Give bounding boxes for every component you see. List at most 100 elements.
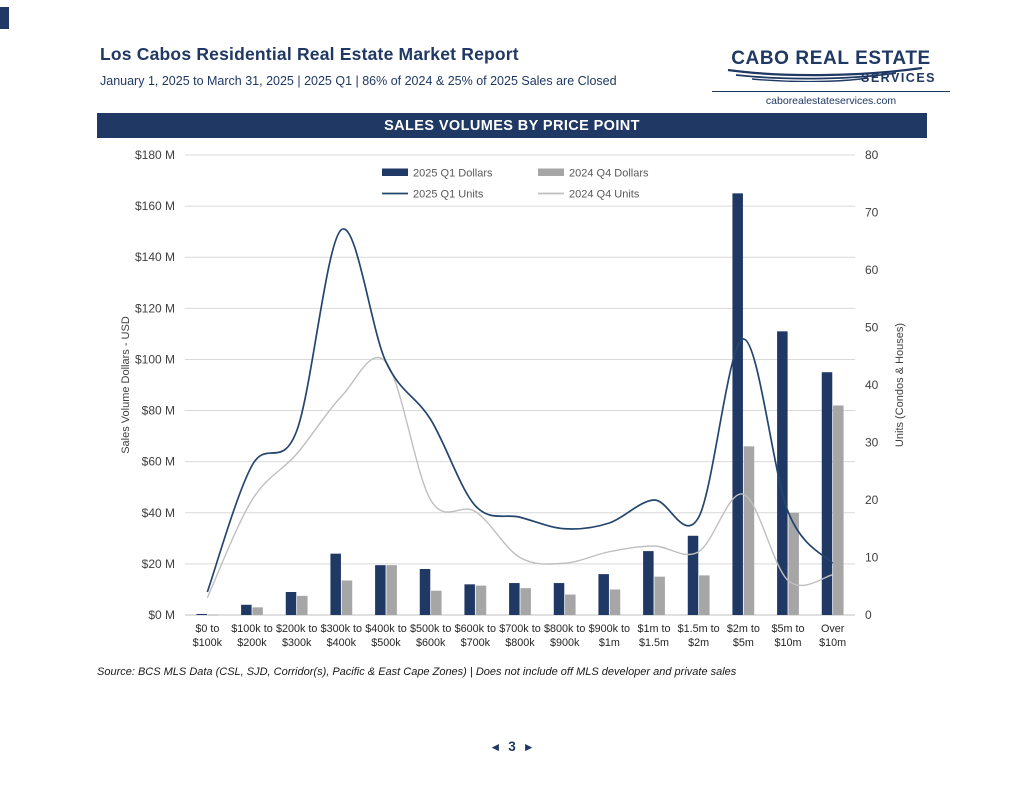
right-axis-tick: 20 — [865, 493, 879, 507]
left-axis-tick: $160 M — [135, 199, 175, 213]
legend-label: 2025 Q1 Dollars — [413, 168, 493, 180]
right-axis-tick: 30 — [865, 436, 879, 450]
right-axis-tick: 40 — [865, 378, 879, 392]
bar-2025q1-dollars-8 — [553, 583, 565, 615]
bar-2025q1-dollars-2 — [285, 592, 297, 615]
prev-page-icon[interactable]: ◄ — [489, 740, 502, 754]
bar-2025q1-dollars-12 — [732, 193, 743, 616]
bar-2024q4-dollars-13 — [788, 512, 799, 615]
x-axis-label: $1.5m — [639, 637, 669, 649]
bar-2024q4-dollars-5 — [431, 590, 442, 615]
x-axis-label: $2m to — [727, 623, 760, 635]
bar-2024q4-dollars-11 — [699, 575, 710, 615]
page-number: 3 — [508, 739, 516, 754]
bar-2024q4-dollars-4 — [386, 565, 397, 615]
x-axis-label: $300k to — [321, 623, 362, 635]
company-logo: CABO REAL ESTATE SERVICES caborealestate… — [712, 48, 950, 107]
x-axis-label: $500k to — [410, 623, 451, 635]
x-axis-label: $700k to — [499, 623, 540, 635]
x-axis-label: $800k — [505, 637, 535, 649]
right-axis-tick: 50 — [865, 321, 879, 335]
bar-2025q1-dollars-11 — [687, 535, 699, 615]
left-axis-tick: $20 M — [142, 557, 175, 571]
left-axis-tick: $80 M — [142, 404, 175, 418]
logo-services-label: SERVICES — [861, 71, 936, 85]
x-axis-label: $500k — [371, 637, 401, 649]
x-axis-label: $200k — [237, 637, 267, 649]
x-axis-label: $400k to — [365, 623, 406, 635]
x-axis-label: $5m to — [771, 623, 804, 635]
legend-label: 2025 Q1 Units — [413, 189, 484, 201]
left-axis-title: Sales Volume Dollars - USD — [120, 316, 132, 454]
page-navigation: ◄ 3 ► — [0, 738, 1024, 756]
x-axis-label: $1m to — [637, 623, 670, 635]
line-2025q1-units — [206, 228, 834, 593]
legend-swatch-icon — [538, 168, 564, 176]
x-axis-label: $1m — [599, 637, 620, 649]
x-axis-label: $0 to — [195, 623, 219, 635]
left-axis-tick: $140 M — [135, 250, 175, 264]
right-axis-title: Units (Condos & Houses) — [894, 323, 906, 447]
x-axis-label: $700k — [461, 637, 491, 649]
x-axis-label: Over — [821, 623, 845, 635]
x-axis-label: $900k to — [589, 623, 630, 635]
left-axis-tick: $120 M — [135, 301, 175, 315]
bar-2025q1-dollars-0 — [196, 613, 207, 615]
bar-2024q4-dollars-12 — [743, 446, 755, 615]
x-axis-label: $10m — [819, 637, 846, 649]
x-axis-label: $800k to — [544, 623, 585, 635]
bar-2024q4-dollars-6 — [475, 585, 487, 615]
left-axis-tick: $0 M — [148, 608, 175, 622]
left-axis-tick: $60 M — [142, 455, 175, 469]
x-axis-label: $600k to — [455, 623, 496, 635]
bar-2024q4-dollars-9 — [609, 589, 621, 615]
x-axis-label: $100k — [193, 637, 223, 649]
bar-2025q1-dollars-13 — [777, 331, 788, 615]
logo-wordmark: CABO REAL ESTATE — [731, 48, 931, 69]
x-axis-label: $300k — [282, 637, 312, 649]
next-page-icon[interactable]: ► — [522, 740, 535, 754]
page-title: Los Cabos Residential Real Estate Market… — [100, 44, 519, 64]
line-2024q4-units — [206, 356, 833, 599]
x-axis-label: $200k to — [276, 623, 317, 635]
logo-website-link[interactable]: caborealestateservices.com — [765, 95, 897, 107]
bar-2025q1-dollars-6 — [464, 584, 475, 615]
x-axis-label: $400k — [327, 637, 357, 649]
bar-2024q4-dollars-8 — [565, 594, 576, 615]
right-axis-tick: 60 — [865, 263, 879, 277]
bar-2025q1-dollars-4 — [375, 565, 386, 615]
logo-divider — [712, 91, 950, 92]
legend-swatch-icon — [382, 168, 408, 176]
bar-2024q4-dollars-3 — [341, 580, 353, 615]
left-axis-tick: $180 M — [135, 148, 175, 162]
left-axis-tick: $100 M — [135, 352, 175, 366]
bar-2025q1-dollars-1 — [241, 604, 252, 615]
corner-artifact — [0, 7, 9, 29]
chart-canvas: $0 M $20 M $40 M $60 M $80 M $100 M $120 M $140… — [120, 148, 906, 649]
bar-2024q4-dollars-10 — [654, 576, 665, 615]
left-axis-tick: $40 M — [142, 506, 175, 520]
x-axis-label: $600k — [416, 637, 446, 649]
right-axis-tick: 80 — [865, 148, 879, 162]
bar-2025q1-dollars-10 — [643, 551, 654, 615]
page-subtitle: January 1, 2025 to March 31, 2025 | 2025… — [100, 74, 617, 88]
bar-2025q1-dollars-5 — [419, 569, 431, 615]
chart-title-bar: SALES VOLUMES BY PRICE POINT — [97, 113, 927, 138]
right-axis-tick: 10 — [865, 551, 879, 565]
bar-2025q1-dollars-9 — [598, 574, 609, 615]
bar-2024q4-dollars-2 — [297, 595, 308, 615]
bar-2024q4-dollars-7 — [520, 588, 531, 615]
sales-volume-chart: $0 M $20 M $40 M $60 M $80 M $100 M $120 M $140… — [97, 140, 927, 665]
bar-2024q4-dollars-0 — [207, 614, 219, 616]
x-axis-label: $2m — [688, 637, 709, 649]
logo-swoosh-icon — [727, 66, 923, 82]
bar-2024q4-dollars-1 — [252, 607, 263, 615]
x-axis-label: $10m — [774, 637, 801, 649]
bar-2025q1-dollars-3 — [330, 553, 341, 615]
bar-2025q1-dollars-7 — [509, 583, 520, 615]
source-note: Source: BCS MLS Data (CSL, SJD, Corridor… — [97, 666, 737, 678]
x-axis-label: $1.5m to — [678, 623, 720, 635]
bar-2025q1-dollars-14 — [821, 372, 833, 615]
legend-label: 2024 Q4 Units — [569, 189, 640, 201]
